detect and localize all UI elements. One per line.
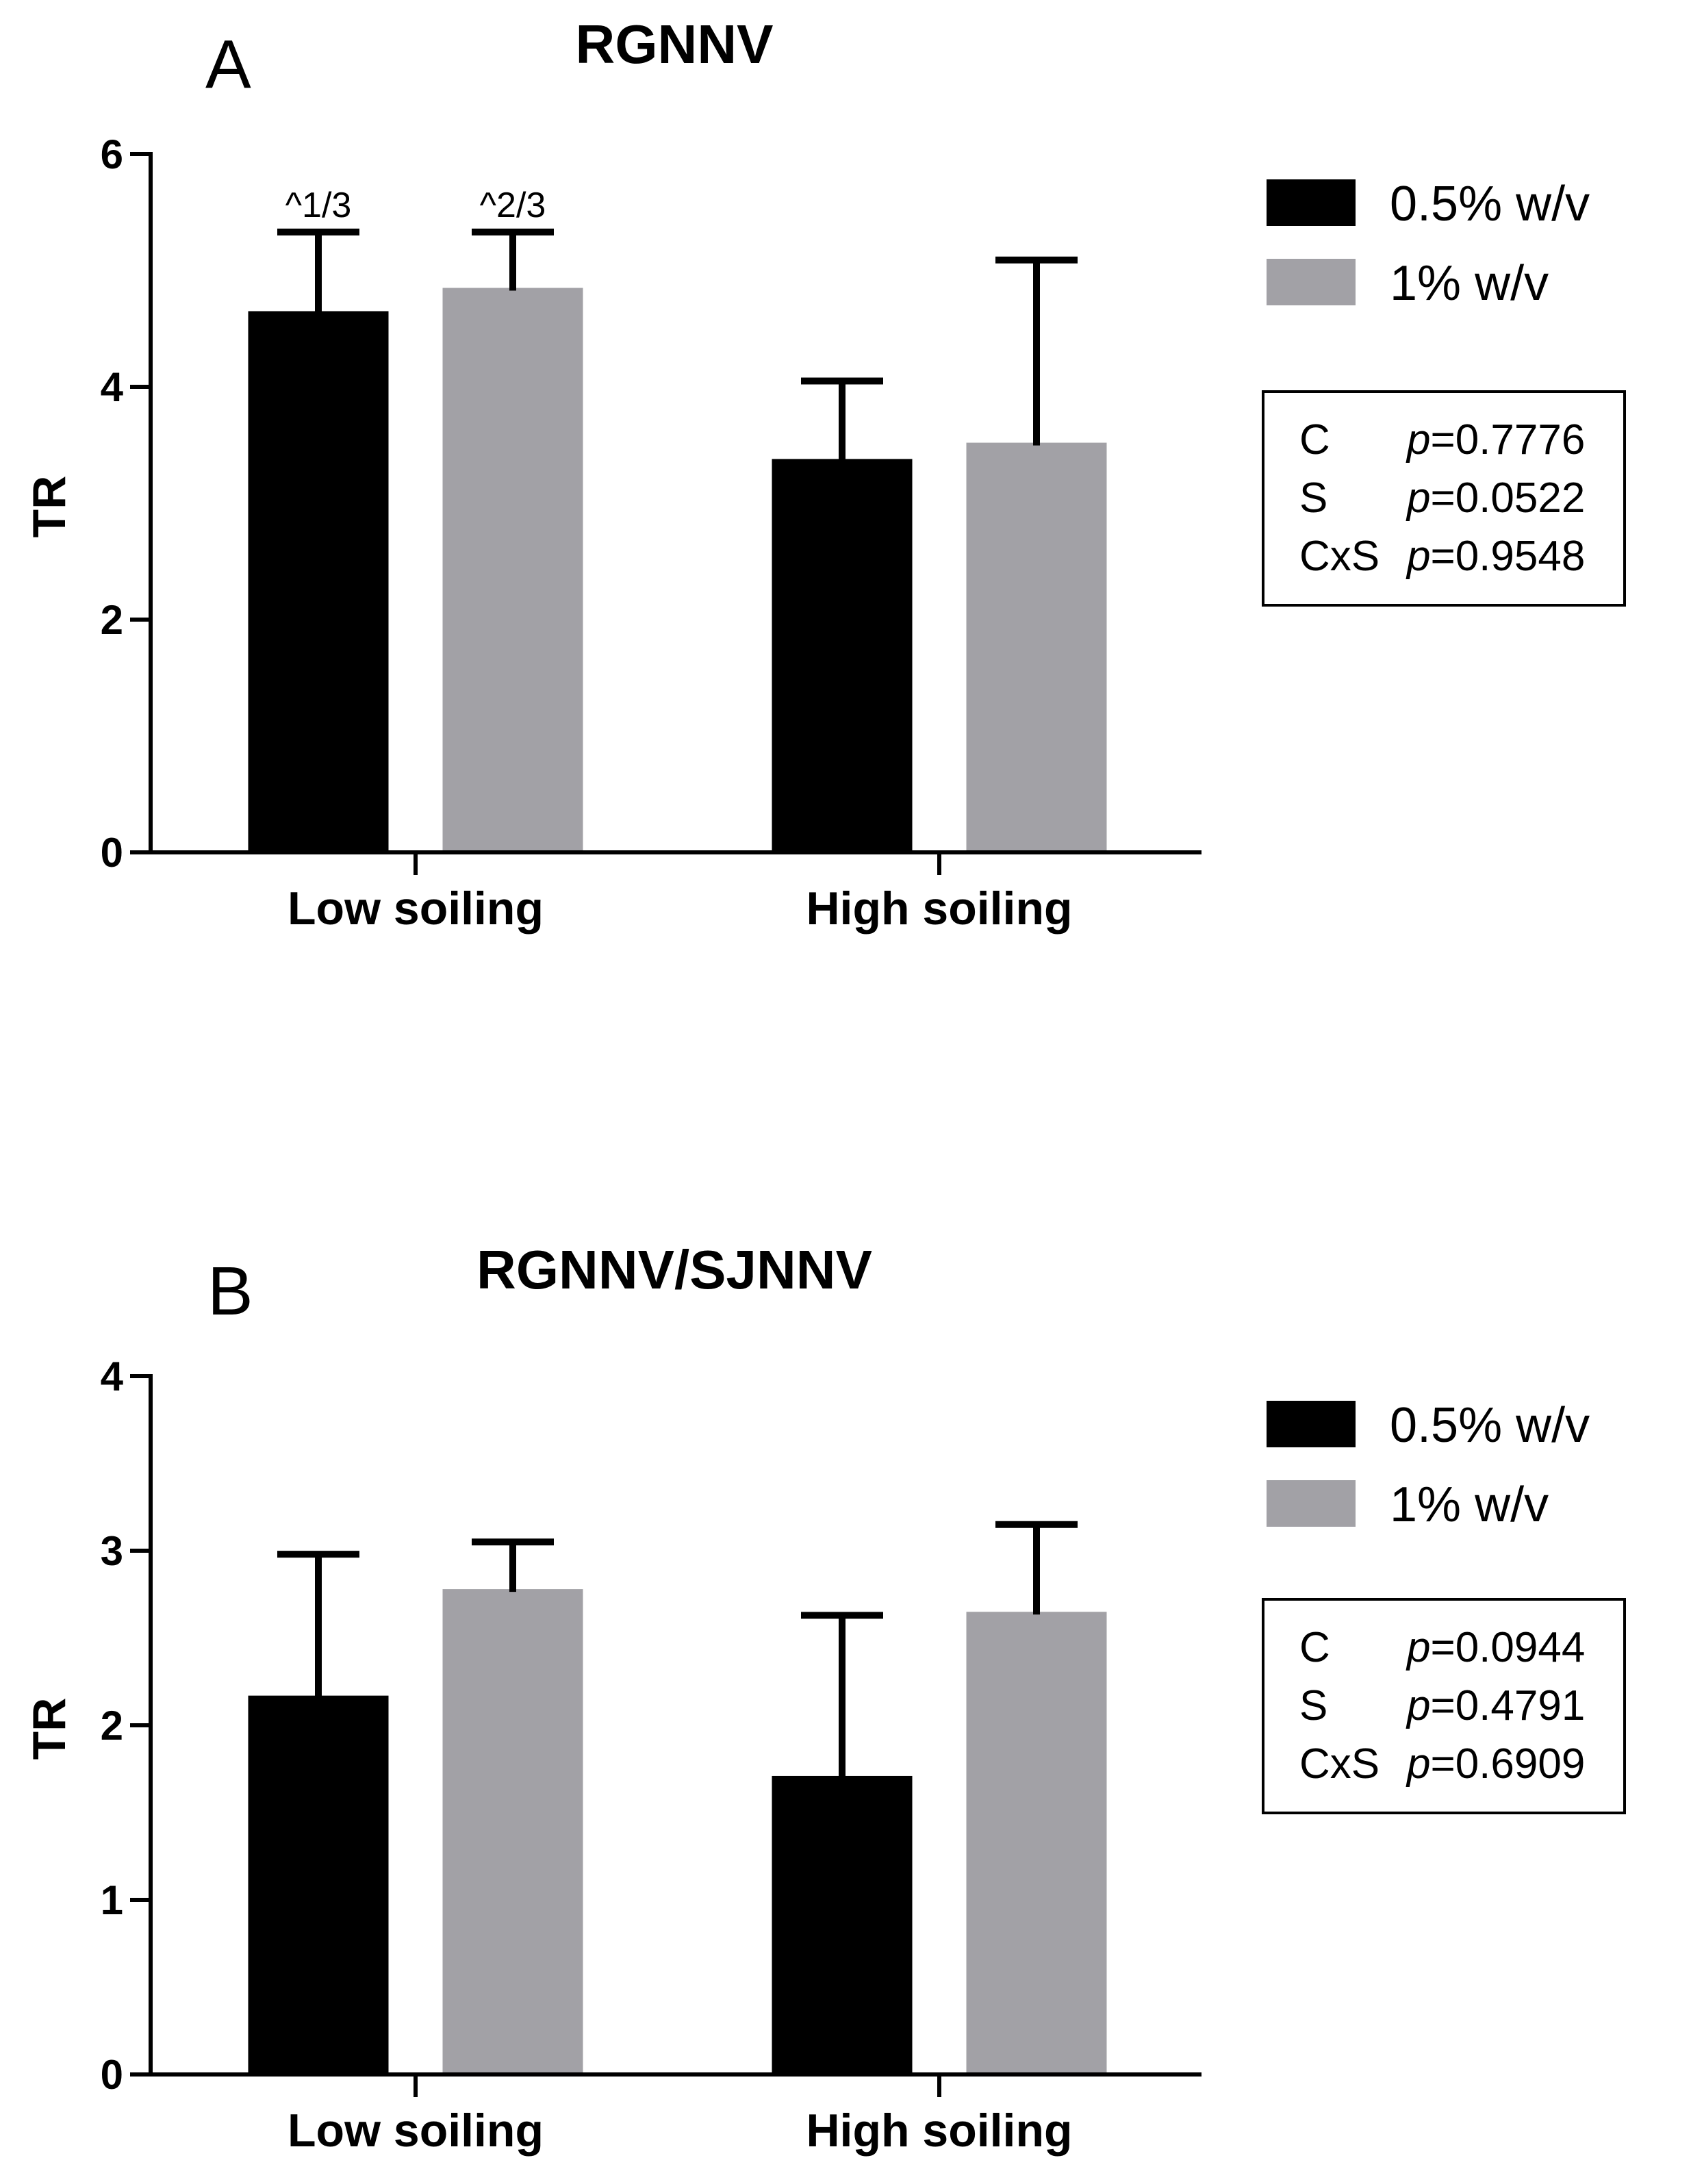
bar-b-high-1	[966, 1612, 1107, 2074]
error-bar-a-low-0.5	[277, 228, 359, 314]
y-axis-label-b: TR	[23, 1698, 75, 1760]
legend-swatch-a-0.5	[1267, 179, 1356, 226]
y-tick-label-a-4: 4	[101, 364, 124, 410]
legend-swatch-a-1	[1267, 259, 1356, 305]
error-bar-b-low-0.5	[277, 1551, 359, 1699]
error-bar-a-high-0.5	[801, 377, 883, 462]
legend-swatch-b-0.5	[1267, 1401, 1356, 1447]
panel-label-b: B	[207, 1253, 253, 1330]
stats-box-b: C p=0.0944 S p=0.4791 CxS p=0.6909	[1262, 1598, 1626, 1814]
stats-value-a-s: p=0.0522	[1406, 474, 1585, 522]
stats-box-border-b	[1262, 1598, 1626, 1814]
y-tick-label-b-4: 4	[101, 1354, 124, 1399]
stats-value-b-cxs: p=0.6909	[1406, 1740, 1585, 1788]
y-tick-label-b-1: 1	[101, 1877, 123, 1923]
legend-label-a-1: 1% w/v	[1390, 256, 1549, 311]
panel-label-a: A	[205, 26, 251, 103]
y-tick-label-a-0: 0	[101, 830, 123, 876]
bar-a-high-1	[966, 442, 1107, 852]
annotation-a-low-1: ^2/3	[480, 186, 546, 225]
legend-swatch-b-1	[1267, 1480, 1356, 1527]
stats-label-a-s: S	[1299, 474, 1327, 522]
y-axis-label-a: TR	[23, 476, 75, 538]
bar-b-low-0.5	[248, 1695, 389, 2074]
stats-box-a: C p=0.7776 S p=0.0522 CxS p=0.9548	[1262, 390, 1626, 607]
error-bar-b-high-1	[995, 1521, 1078, 1615]
error-bar-b-high-0.5	[801, 1612, 883, 1779]
stats-value-a-cxs: p=0.9548	[1406, 533, 1585, 580]
chart-title-a: RGNNV	[576, 14, 774, 75]
legend-label-a-0.5: 0.5% w/v	[1390, 177, 1590, 231]
x-category-label-b-high: High soiling	[806, 2105, 1072, 2157]
stats-box-border-a	[1262, 390, 1626, 607]
panel-b: B RGNNV/SJNNV TR 0 1 2 3 4 Low soiling H…	[23, 1239, 1626, 2157]
stats-value-b-s: p=0.4791	[1406, 1682, 1585, 1729]
stats-value-b-c: p=0.0944	[1406, 1624, 1585, 1671]
y-tick-label-b-2: 2	[101, 1703, 123, 1749]
legend-label-b-0.5: 0.5% w/v	[1390, 1398, 1590, 1453]
stats-label-a-cxs: CxS	[1299, 533, 1380, 580]
legend-a: 0.5% w/v 1% w/v	[1267, 177, 1590, 311]
stats-label-b-c: C	[1299, 1624, 1330, 1671]
y-tick-label-b-3: 3	[101, 1528, 123, 1574]
error-bar-b-low-1	[472, 1538, 554, 1592]
bar-a-low-1	[442, 288, 583, 852]
stats-label-b-cxs: CxS	[1299, 1740, 1380, 1788]
x-category-label-b-low: Low soiling	[288, 2105, 544, 2157]
legend-label-b-1: 1% w/v	[1390, 1477, 1549, 1532]
bar-a-low-0.5	[248, 311, 389, 852]
x-category-label-a-low: Low soiling	[288, 883, 544, 935]
stats-label-b-s: S	[1299, 1682, 1327, 1729]
bar-a-high-0.5	[772, 459, 913, 852]
stats-value-a-c: p=0.7776	[1406, 416, 1585, 464]
error-bar-a-low-1	[472, 228, 554, 291]
annotation-a-low-0.5: ^1/3	[285, 186, 352, 225]
bar-b-low-1	[442, 1589, 583, 2074]
panel-a: A RGNNV TR ^1/3 ^2/3 0 2 4 6 Low soiling…	[23, 14, 1626, 935]
y-tick-label-a-2: 2	[101, 597, 123, 643]
x-category-label-a-high: High soiling	[806, 883, 1072, 935]
stats-label-a-c: C	[1299, 416, 1330, 464]
error-bar-a-high-1	[995, 256, 1078, 446]
legend-b: 0.5% w/v 1% w/v	[1267, 1398, 1590, 1532]
chart-title-b: RGNNV/SJNNV	[476, 1239, 872, 1300]
bar-b-high-0.5	[772, 1775, 913, 2074]
y-tick-label-b-0: 0	[101, 2052, 123, 2098]
y-tick-label-a-6: 6	[101, 131, 123, 177]
